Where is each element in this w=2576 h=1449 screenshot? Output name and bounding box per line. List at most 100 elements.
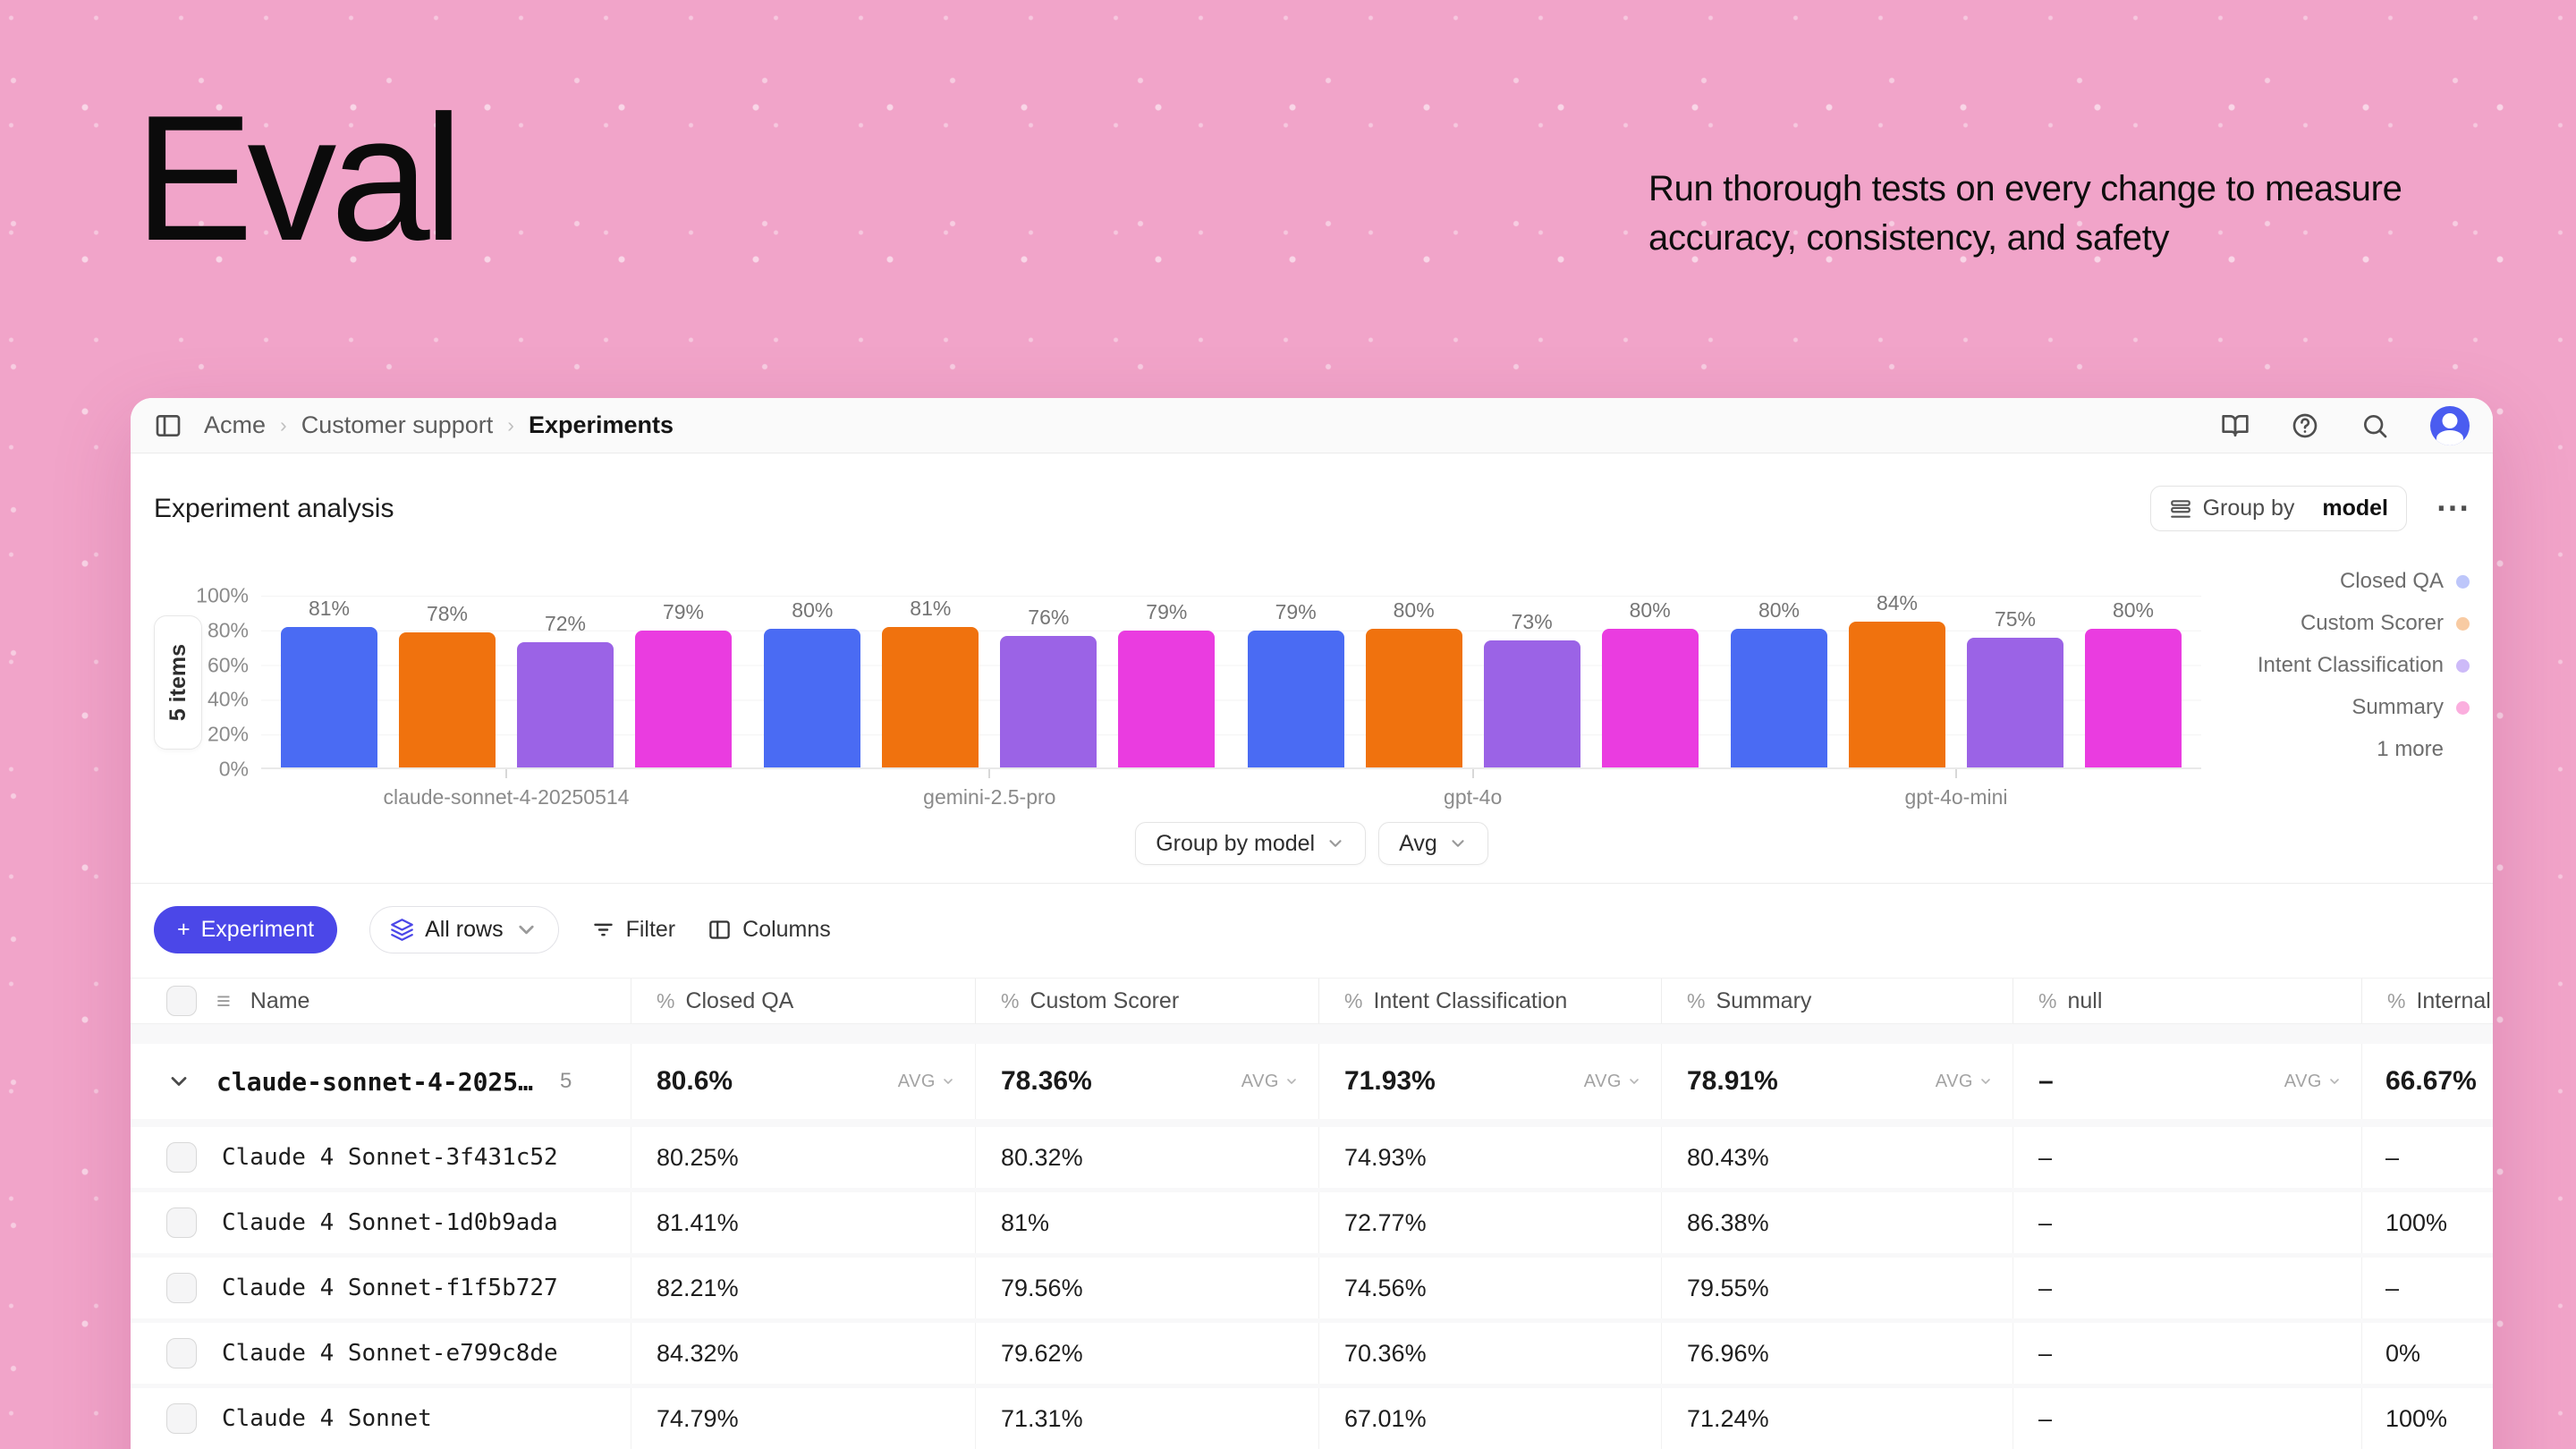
row-value-cell: – <box>2013 1388 2362 1449</box>
row-value-cell: 86.38% <box>1662 1192 2013 1253</box>
avg-dropdown[interactable]: AVG <box>1584 1072 1641 1092</box>
legend-item-custom-scorer[interactable]: Custom Scorer <box>2201 611 2470 636</box>
group-row-claude-sonnet[interactable]: claude-sonnet-4-2025… 5 80.6% AVG 78.36% AVG 7… <box>131 1044 2493 1119</box>
row-value-cell: 84.32% <box>631 1323 976 1384</box>
y-axis-label: 100% <box>196 583 249 607</box>
breadcrumb-experiments[interactable]: Experiments <box>528 411 674 438</box>
legend-item-intent-classification[interactable]: Intent Classification <box>2201 653 2470 678</box>
bar-value-label: 79% <box>1275 599 1317 623</box>
bar-group-gpt-4o-mini: 80% 84% 75% 80% <box>1730 591 2182 767</box>
section-divider <box>131 883 2493 884</box>
y-axis-label: 80% <box>207 618 249 642</box>
user-avatar[interactable] <box>2430 405 2470 445</box>
row-value-cell: 72.77% <box>1319 1192 1662 1253</box>
columns-button[interactable]: Columns <box>708 917 831 943</box>
avg-dropdown[interactable]: AVG <box>898 1072 955 1092</box>
row-value: – <box>2038 1143 2053 1171</box>
legend-item-closed-qa[interactable]: Closed QA <box>2201 569 2470 594</box>
column-header-closed-qa[interactable]: % Closed QA <box>631 979 976 1023</box>
add-experiment-button[interactable]: + Experiment <box>154 906 338 953</box>
row-value: 81.41% <box>657 1208 739 1236</box>
experiment-name: Claude 4 Sonnet-e799c8de <box>222 1340 558 1367</box>
row-name-cell[interactable]: Claude 4 Sonnet-e799c8de <box>131 1323 631 1384</box>
column-header-internal[interactable]: % Internal <box>2362 979 2493 1023</box>
more-options-icon[interactable]: ⋯ <box>2436 489 2470 527</box>
layers-icon <box>391 919 413 941</box>
group-value-cell: – AVG <box>2013 1044 2362 1119</box>
row-value: – <box>2385 1274 2400 1301</box>
bar-wrap: 84% <box>1848 591 1945 767</box>
bar-value-label: 79% <box>662 599 705 623</box>
bar-intent-classification <box>517 642 614 767</box>
bar-value-label: 78% <box>426 601 469 625</box>
bar-wrap: 79% <box>635 600 732 767</box>
avg-dropdown[interactable]: AVG <box>1936 1072 1993 1092</box>
experiment-name: Claude 4 Sonnet-f1f5b727 <box>222 1275 558 1301</box>
row-value-cell: 100% <box>2362 1192 2493 1253</box>
breadcrumb-customer-support[interactable]: Customer support <box>301 411 494 438</box>
bar-intent-classification <box>1966 637 2063 767</box>
row-value-cell: 82.21% <box>631 1258 976 1318</box>
row-checkbox[interactable] <box>166 1208 197 1238</box>
column-header-summary[interactable]: % Summary <box>1662 979 2013 1023</box>
group-by-dropdown[interactable]: Group by model <box>1135 822 1367 865</box>
table-row-claude-4-sonnet-1d0b9ada[interactable]: Claude 4 Sonnet-1d0b9ada 81.41% 81% 72.77% 8… <box>131 1192 2493 1253</box>
bar-value-label: 81% <box>308 596 351 620</box>
search-icon[interactable] <box>2360 411 2389 440</box>
aggregation-dropdown[interactable]: Avg <box>1378 822 1488 865</box>
legend-more[interactable]: 1 more <box>2201 737 2470 762</box>
row-checkbox[interactable] <box>166 1273 197 1303</box>
column-header-custom-scorer[interactable]: % Custom Scorer <box>976 979 1319 1023</box>
column-header-name[interactable]: ≡ Name <box>131 979 631 1023</box>
bar-wrap: 81% <box>882 597 979 767</box>
x-axis-label: gemini-2.5-pro <box>764 769 1215 809</box>
row-checkbox[interactable] <box>166 1142 197 1173</box>
bar-wrap: 80% <box>1365 598 1462 767</box>
row-checkbox[interactable] <box>166 1403 197 1434</box>
row-checkbox[interactable] <box>166 1338 197 1368</box>
row-checkbox[interactable] <box>166 986 197 1016</box>
legend-label: Summary <box>2351 695 2444 719</box>
column-header-intent-classification[interactable]: % Intent Classification <box>1319 979 1662 1023</box>
avg-dropdown[interactable]: AVG <box>1241 1072 1299 1092</box>
table-row-claude-4-sonnet-e799c8de[interactable]: Claude 4 Sonnet-e799c8de 84.32% 79.62% 70.3… <box>131 1323 2493 1384</box>
y-axis-label: 40% <box>207 687 249 711</box>
docs-icon[interactable] <box>2221 411 2250 440</box>
column-label: Intent Classification <box>1373 987 1568 1013</box>
row-name-cell[interactable]: Claude 4 Sonnet-1d0b9ada <box>131 1192 631 1253</box>
row-name-cell[interactable]: Claude 4 Sonnet <box>131 1388 631 1449</box>
row-value: 72.77% <box>1344 1208 1427 1236</box>
bar-value-label: 80% <box>1629 597 1671 622</box>
group-value-cell: 78.36% AVG <box>976 1044 1319 1119</box>
all-rows-filter-button[interactable]: All rows <box>369 906 559 953</box>
group-row-name-cell[interactable]: claude-sonnet-4-2025… 5 <box>131 1044 631 1119</box>
legend-item-summary[interactable]: Summary <box>2201 695 2470 720</box>
column-header-null[interactable]: % null <box>2013 979 2362 1023</box>
avg-dropdown[interactable]: AVG <box>2284 1072 2342 1092</box>
table-row-claude-4-sonnet[interactable]: Claude 4 Sonnet 74.79% 71.31% 67.01% 71.24% –… <box>131 1388 2493 1449</box>
help-icon[interactable] <box>2291 411 2319 440</box>
table-row-claude-4-sonnet-f1f5b727[interactable]: Claude 4 Sonnet-f1f5b727 82.21% 79.56% 74.5… <box>131 1258 2493 1318</box>
breadcrumb-acme[interactable]: Acme <box>204 411 267 438</box>
page-title: Eval <box>134 79 463 278</box>
row-value: 74.93% <box>1344 1143 1427 1171</box>
legend-label: Intent Classification <box>2257 653 2444 677</box>
x-label-text: gemini-2.5-pro <box>923 785 1056 809</box>
chevron-down-icon[interactable] <box>166 1069 191 1094</box>
legend-dot <box>2456 700 2470 715</box>
row-name-cell[interactable]: Claude 4 Sonnet-3f431c52 <box>131 1127 631 1188</box>
chevron-right-icon: › <box>280 413 287 436</box>
sidebar-toggle-icon[interactable] <box>154 411 182 440</box>
row-value: – <box>2385 1143 2400 1171</box>
row-value: 82.21% <box>657 1274 739 1301</box>
avg-label: AVG <box>2284 1071 2322 1091</box>
y-axis-label: 0% <box>218 757 249 781</box>
bar-wrap: 80% <box>2084 598 2182 767</box>
group-by-model-button[interactable]: Group by model <box>2149 486 2407 531</box>
table-row-claude-4-sonnet-3f431c52[interactable]: Claude 4 Sonnet-3f431c52 80.25% 80.32% 74.9… <box>131 1127 2493 1188</box>
group-value: 80.6% <box>657 1066 733 1096</box>
filter-button[interactable]: Filter <box>591 917 675 943</box>
row-value-cell: 0% <box>2362 1323 2493 1384</box>
chevron-down-icon <box>171 1077 187 1086</box>
row-name-cell[interactable]: Claude 4 Sonnet-f1f5b727 <box>131 1258 631 1318</box>
